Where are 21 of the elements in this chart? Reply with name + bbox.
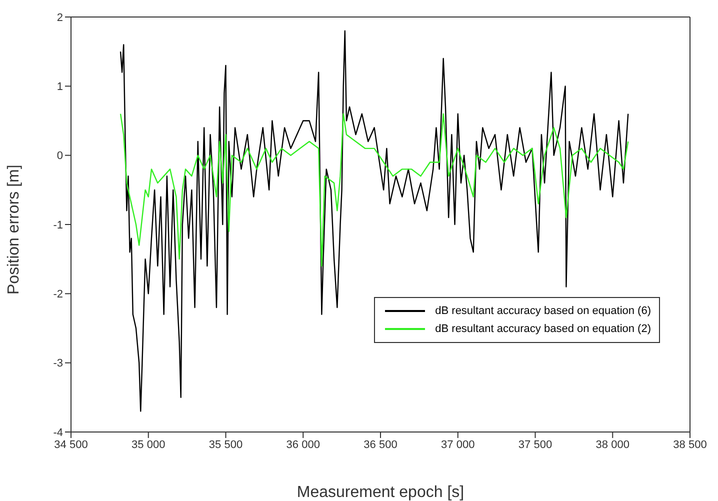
x-tick-label: 36 500 bbox=[364, 438, 398, 451]
y-tick-label: 2 bbox=[56, 12, 63, 24]
x-tick-label: 34 500 bbox=[54, 438, 88, 451]
legend-label: dB resultant accuracy based on equation (2) bbox=[435, 322, 651, 337]
y-tick-label: 0 bbox=[56, 150, 63, 162]
x-tick-label: 38 500 bbox=[673, 438, 707, 451]
x-tick-label: 37 000 bbox=[441, 438, 475, 451]
x-tick-label: 35 500 bbox=[208, 438, 243, 451]
x-tick-label: 35 000 bbox=[132, 438, 166, 451]
y-tick-label: -2 bbox=[53, 288, 63, 301]
line-series bbox=[120, 113, 629, 267]
x-tick-label: 36 000 bbox=[286, 438, 320, 451]
y-tick-label: -1 bbox=[53, 219, 63, 232]
legend-label: dB resultant accuracy based on equation (6) bbox=[435, 304, 651, 319]
y-axis-title: Position errors [m] bbox=[6, 164, 23, 294]
x-tick-label: 38 000 bbox=[596, 438, 630, 451]
x-axis-title: Measurement epoch [s] bbox=[296, 484, 464, 501]
y-tick-label: -4 bbox=[53, 426, 63, 439]
y-tick-label: -3 bbox=[53, 358, 63, 370]
x-tick-label: 37 500 bbox=[518, 438, 552, 451]
y-tick-label: 1 bbox=[56, 81, 63, 94]
